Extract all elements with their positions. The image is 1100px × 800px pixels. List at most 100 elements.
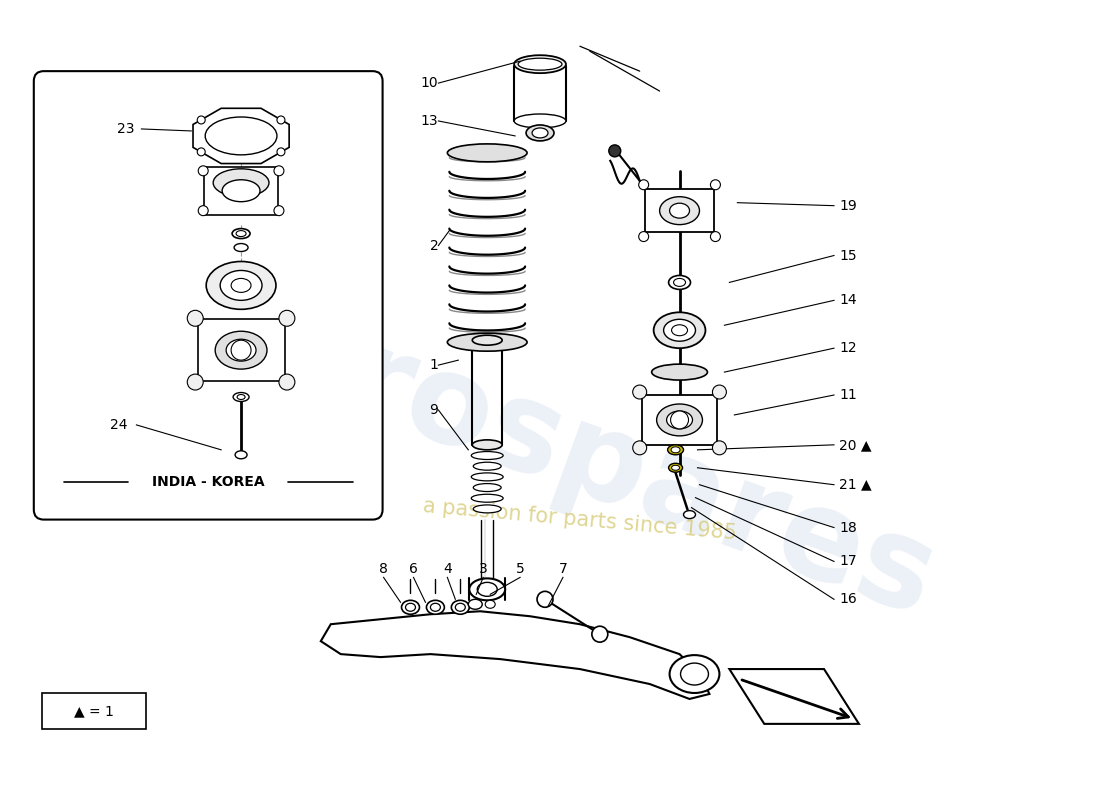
- Ellipse shape: [673, 278, 685, 286]
- Polygon shape: [729, 669, 859, 724]
- Text: 16: 16: [839, 592, 857, 606]
- Ellipse shape: [231, 278, 251, 292]
- Ellipse shape: [430, 603, 440, 611]
- Circle shape: [277, 148, 285, 156]
- Ellipse shape: [514, 114, 565, 128]
- Text: 11: 11: [839, 388, 857, 402]
- Circle shape: [711, 180, 720, 190]
- Ellipse shape: [671, 447, 680, 453]
- Text: eurospares: eurospares: [168, 258, 951, 642]
- Ellipse shape: [234, 243, 249, 251]
- Circle shape: [713, 441, 726, 455]
- Ellipse shape: [471, 451, 503, 459]
- Bar: [42, 693, 146, 729]
- Ellipse shape: [681, 663, 708, 685]
- Text: 9: 9: [429, 403, 439, 417]
- Text: 6: 6: [409, 562, 418, 577]
- Text: 17: 17: [839, 554, 857, 569]
- Polygon shape: [205, 166, 278, 214]
- Text: 12: 12: [839, 341, 857, 355]
- Polygon shape: [642, 394, 717, 445]
- Circle shape: [639, 231, 649, 242]
- Ellipse shape: [402, 600, 419, 614]
- Ellipse shape: [470, 578, 505, 600]
- Text: ▲ = 1: ▲ = 1: [74, 704, 113, 718]
- Ellipse shape: [653, 312, 705, 348]
- Circle shape: [187, 310, 204, 326]
- Ellipse shape: [469, 599, 482, 610]
- Polygon shape: [321, 611, 710, 699]
- Ellipse shape: [206, 262, 276, 310]
- FancyBboxPatch shape: [34, 71, 383, 519]
- Polygon shape: [192, 108, 289, 163]
- Ellipse shape: [216, 331, 267, 369]
- Circle shape: [671, 411, 689, 429]
- Ellipse shape: [471, 473, 503, 481]
- Circle shape: [632, 441, 647, 455]
- Ellipse shape: [213, 169, 270, 197]
- Text: 20 ▲: 20 ▲: [839, 438, 871, 452]
- Ellipse shape: [477, 582, 497, 596]
- Text: 23: 23: [117, 122, 134, 136]
- Ellipse shape: [532, 128, 548, 138]
- Text: a passion for parts since 1985: a passion for parts since 1985: [422, 496, 738, 543]
- Circle shape: [279, 310, 295, 326]
- Ellipse shape: [485, 600, 495, 608]
- Ellipse shape: [670, 655, 719, 693]
- Circle shape: [187, 374, 204, 390]
- Circle shape: [277, 116, 285, 124]
- Text: 3: 3: [478, 562, 487, 577]
- Ellipse shape: [406, 603, 416, 611]
- Ellipse shape: [526, 125, 554, 141]
- Circle shape: [592, 626, 608, 642]
- Ellipse shape: [222, 180, 260, 202]
- Polygon shape: [645, 190, 714, 232]
- Ellipse shape: [472, 335, 503, 345]
- Ellipse shape: [663, 319, 695, 342]
- Ellipse shape: [235, 451, 248, 458]
- Ellipse shape: [514, 55, 565, 73]
- Ellipse shape: [473, 483, 502, 491]
- Ellipse shape: [451, 600, 470, 614]
- Ellipse shape: [448, 144, 527, 162]
- Ellipse shape: [672, 325, 688, 336]
- Ellipse shape: [518, 58, 562, 70]
- Ellipse shape: [667, 411, 693, 429]
- Text: 5: 5: [516, 562, 525, 577]
- Circle shape: [274, 206, 284, 216]
- Text: 4: 4: [443, 562, 452, 577]
- Circle shape: [632, 385, 647, 399]
- Text: 24: 24: [110, 418, 126, 432]
- Text: 19: 19: [839, 198, 857, 213]
- Circle shape: [711, 231, 720, 242]
- Ellipse shape: [672, 466, 680, 470]
- Ellipse shape: [683, 510, 695, 518]
- Ellipse shape: [473, 505, 502, 513]
- Circle shape: [639, 180, 649, 190]
- Circle shape: [279, 374, 295, 390]
- Ellipse shape: [236, 230, 246, 237]
- Ellipse shape: [657, 404, 703, 436]
- Text: 10: 10: [421, 76, 439, 90]
- Circle shape: [608, 145, 620, 157]
- Text: 18: 18: [839, 521, 857, 534]
- Text: 21 ▲: 21 ▲: [839, 478, 871, 492]
- Text: 14: 14: [839, 294, 857, 307]
- Ellipse shape: [232, 229, 250, 238]
- Text: 13: 13: [421, 114, 439, 128]
- Ellipse shape: [668, 445, 683, 455]
- Circle shape: [274, 166, 284, 176]
- Ellipse shape: [220, 270, 262, 300]
- Ellipse shape: [473, 441, 502, 449]
- Ellipse shape: [233, 393, 249, 402]
- Ellipse shape: [651, 364, 707, 380]
- Circle shape: [197, 148, 206, 156]
- Circle shape: [198, 166, 208, 176]
- Ellipse shape: [227, 339, 256, 361]
- Ellipse shape: [455, 603, 465, 611]
- Ellipse shape: [427, 600, 444, 614]
- Circle shape: [231, 340, 251, 360]
- Ellipse shape: [238, 394, 245, 399]
- Circle shape: [537, 591, 553, 607]
- Ellipse shape: [669, 463, 682, 472]
